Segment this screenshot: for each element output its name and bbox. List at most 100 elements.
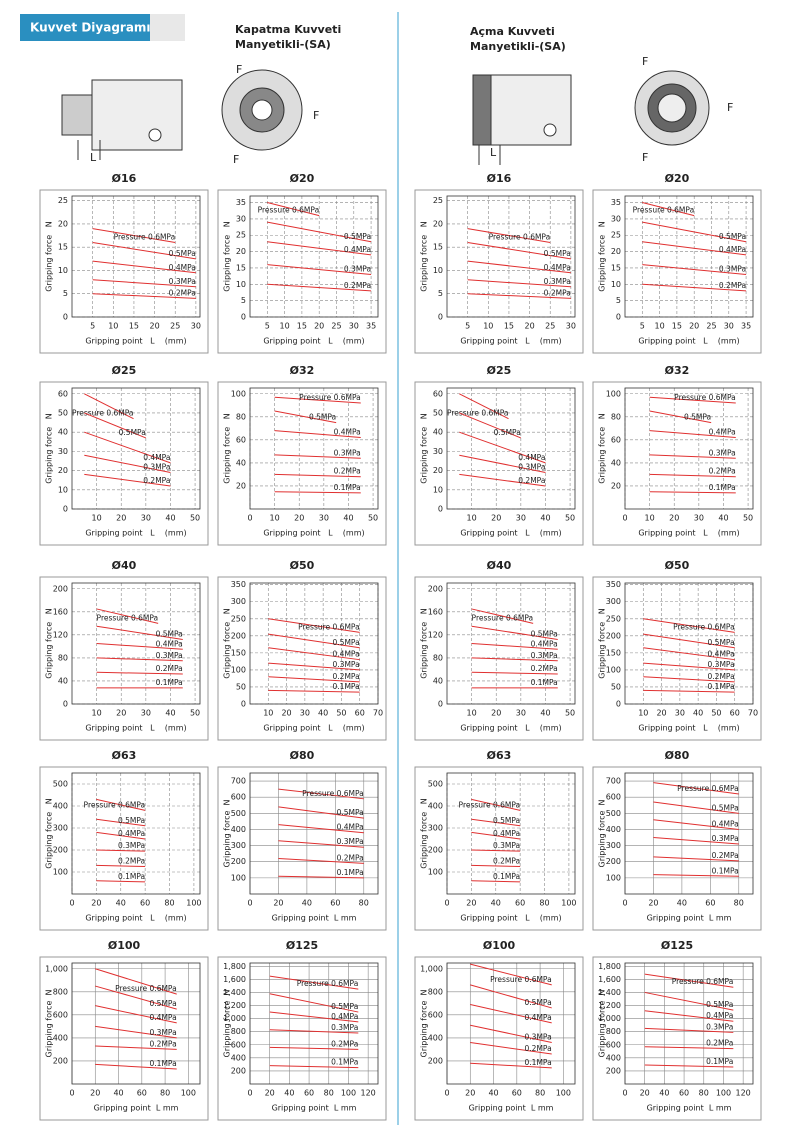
y-tick-label: 30 <box>433 447 443 456</box>
data-line <box>267 241 372 256</box>
x-tick-label: 50 <box>565 514 575 523</box>
y-tick-label: 400 <box>231 825 246 834</box>
chart: Ø32 0 10 20 30 40 50 20 40 60 80 100 Gripping point … <box>217 364 387 546</box>
y-tick-label: 60 <box>58 389 68 398</box>
x-tick-label: 40 <box>343 514 353 523</box>
series-label: Pressure 0.6MPa <box>472 613 534 622</box>
y-tick-label: 100 <box>231 389 246 398</box>
y-tick-label: 100 <box>231 873 246 882</box>
plot-area <box>624 962 754 1085</box>
chart-title: Ø25 <box>112 364 137 377</box>
series-label: 0.2MPa <box>331 1039 358 1048</box>
y-tick-label: 100 <box>53 868 68 877</box>
chart-frame <box>217 576 387 741</box>
x-tick-label: 40 <box>165 514 175 523</box>
plot-area <box>624 582 754 705</box>
x-tick-label: 5 <box>265 322 270 331</box>
data-line <box>471 625 558 640</box>
y-tick-label: 200 <box>53 584 68 593</box>
y-tick-label: 1,800 <box>598 962 621 971</box>
series-label: 0.1MPa <box>334 483 361 492</box>
y-tick-label: 500 <box>606 809 621 818</box>
x-tick-label: 30 <box>141 514 151 523</box>
series-label: Pressure 0.6MPa <box>633 206 695 215</box>
y-tick-label: 60 <box>433 389 443 398</box>
data-line <box>649 491 736 494</box>
series-label: 0.3MPa <box>118 841 145 850</box>
y-tick-label: 10 <box>236 280 246 289</box>
data-line <box>96 798 146 811</box>
y-tick-label: 1,600 <box>598 975 621 984</box>
x-tick-label: 60 <box>355 709 365 718</box>
x-tick-label: 30 <box>191 322 201 331</box>
x-tick-label: 100 <box>186 899 201 908</box>
data-line <box>267 221 372 243</box>
data-line <box>84 473 171 487</box>
data-line <box>274 396 361 404</box>
y-tick-label: 500 <box>428 780 443 789</box>
y-tick-label: 200 <box>231 631 246 640</box>
series-label: 0.4MPa <box>333 650 360 659</box>
series-label: 0.4MPa <box>712 819 739 828</box>
y-axis-label: Gripping force N <box>45 413 54 484</box>
y-tick-label: 400 <box>53 802 68 811</box>
y-tick-label: 300 <box>231 841 246 850</box>
series-label: 0.5MPa <box>708 638 735 647</box>
x-tick-label: 40 <box>718 514 728 523</box>
data-line <box>459 393 509 420</box>
y-tick-label: 150 <box>231 648 246 657</box>
data-line <box>471 671 558 675</box>
y-tick-label: 80 <box>611 412 621 421</box>
y-tick-label: 0 <box>63 313 68 322</box>
x-tick-label: 100 <box>716 1089 731 1098</box>
x-tick-label: 80 <box>324 1089 334 1098</box>
figure <box>634 70 710 146</box>
x-tick-label: 20 <box>314 322 324 331</box>
y-tick-label: 1,800 <box>223 962 246 971</box>
chart: Ø80 0 20 40 60 80 100 200 300 400 500 600 700 Grippin… <box>217 749 387 931</box>
x-tick-label: 20 <box>465 1089 475 1098</box>
data-line <box>96 880 146 883</box>
y-tick-label: 20 <box>433 466 443 475</box>
y-tick-label: 500 <box>231 809 246 818</box>
x-tick-label: 10 <box>92 514 102 523</box>
series-label: 0.2MPa <box>169 288 196 297</box>
series-label: 0.4MPa <box>143 453 170 462</box>
x-axis-label: Gripping point L (mm) <box>638 529 739 538</box>
y-tick-label: 20 <box>236 247 246 256</box>
x-tick-label: 20 <box>669 514 679 523</box>
chart-title: Ø16 <box>112 172 137 185</box>
data-line <box>643 676 735 683</box>
x-axis-label: Gripping point L (mm) <box>638 337 739 346</box>
y-tick-label: 20 <box>58 219 68 228</box>
y-tick-label: 160 <box>428 607 443 616</box>
x-tick-label: 50 <box>711 709 721 718</box>
y-tick-label: 80 <box>58 653 68 662</box>
y-tick-label: 25 <box>611 231 621 240</box>
chart-title: Ø125 <box>286 939 318 952</box>
series-label: 0.2MPa <box>333 672 360 681</box>
y-axis-label: Gripping force N <box>598 221 607 292</box>
x-tick-label: 60 <box>137 1089 147 1098</box>
x-tick-label: 60 <box>330 899 340 908</box>
x-tick-label: 80 <box>359 899 369 908</box>
data-line <box>467 228 551 244</box>
x-tick-label: 40 <box>165 709 175 718</box>
data-line <box>471 864 521 867</box>
chart-title: Ø63 <box>487 749 512 762</box>
x-tick-label: 10 <box>467 709 477 718</box>
x-tick-label: 35 <box>366 322 376 331</box>
x-tick-label: 60 <box>679 1089 689 1098</box>
series-label: 0.3MPa <box>709 448 736 457</box>
data-line <box>649 396 736 404</box>
series-label: 0.3MPa <box>344 264 371 273</box>
chart: Ø50 10 20 30 40 50 60 70 0 50 100 150 200 250 300 350 Gr… <box>217 559 387 741</box>
x-axis-label: Gripping point L (mm) <box>263 724 364 733</box>
y-tick-label: 400 <box>428 1033 443 1042</box>
y-axis-label: Gripping force N <box>598 989 607 1057</box>
series-label: 0.1MPa <box>709 483 736 492</box>
y-axis-label: Gripping force N <box>223 799 232 867</box>
x-tick-label: 20 <box>281 709 291 718</box>
